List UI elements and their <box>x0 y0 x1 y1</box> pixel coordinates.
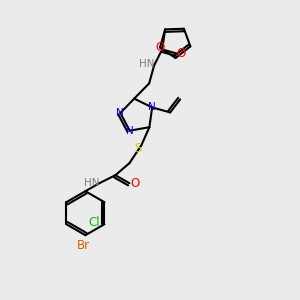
Text: HN: HN <box>84 178 99 188</box>
Text: S: S <box>135 142 142 155</box>
Text: N: N <box>116 108 124 118</box>
Text: O: O <box>131 177 140 190</box>
Text: O: O <box>176 47 186 60</box>
Text: N: N <box>126 126 134 136</box>
Text: O: O <box>155 41 165 54</box>
Text: Cl: Cl <box>88 216 100 229</box>
Text: HN: HN <box>140 59 155 69</box>
Text: Br: Br <box>77 239 90 252</box>
Text: N: N <box>148 102 156 112</box>
